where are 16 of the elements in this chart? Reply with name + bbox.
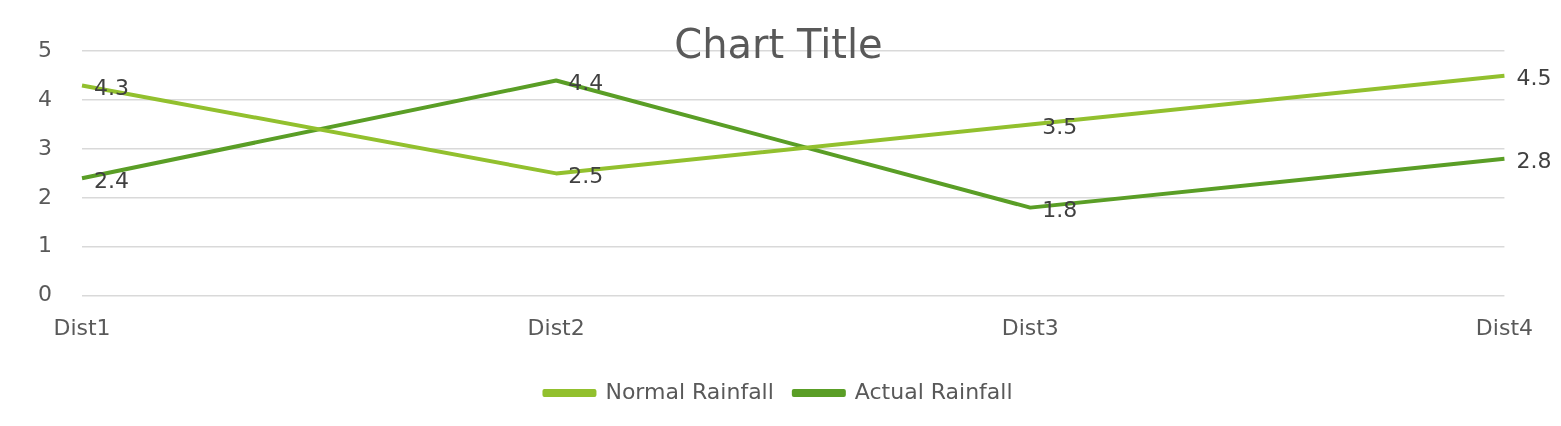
x-tick-label: Dist4 bbox=[1475, 314, 1533, 340]
x-tick-label: Dist2 bbox=[527, 314, 585, 340]
legend-label: Actual Rainfall bbox=[854, 378, 1013, 404]
data-label: 2.4 bbox=[94, 168, 129, 194]
y-tick-label: 5 bbox=[38, 36, 52, 62]
legend-label: Normal Rainfall bbox=[605, 378, 774, 404]
data-label: 4.5 bbox=[1516, 65, 1552, 91]
y-tick-label: 4 bbox=[38, 85, 52, 111]
x-tick-label: Dist1 bbox=[53, 314, 111, 340]
y-tick-label: 3 bbox=[38, 134, 52, 160]
y-tick-label: 0 bbox=[38, 281, 52, 307]
data-label: 2.8 bbox=[1516, 148, 1552, 174]
chart-title: Chart Title bbox=[674, 20, 883, 67]
x-tick-label: Dist3 bbox=[1001, 314, 1059, 340]
y-tick-label: 2 bbox=[38, 183, 52, 209]
y-tick-label: 1 bbox=[38, 232, 52, 258]
